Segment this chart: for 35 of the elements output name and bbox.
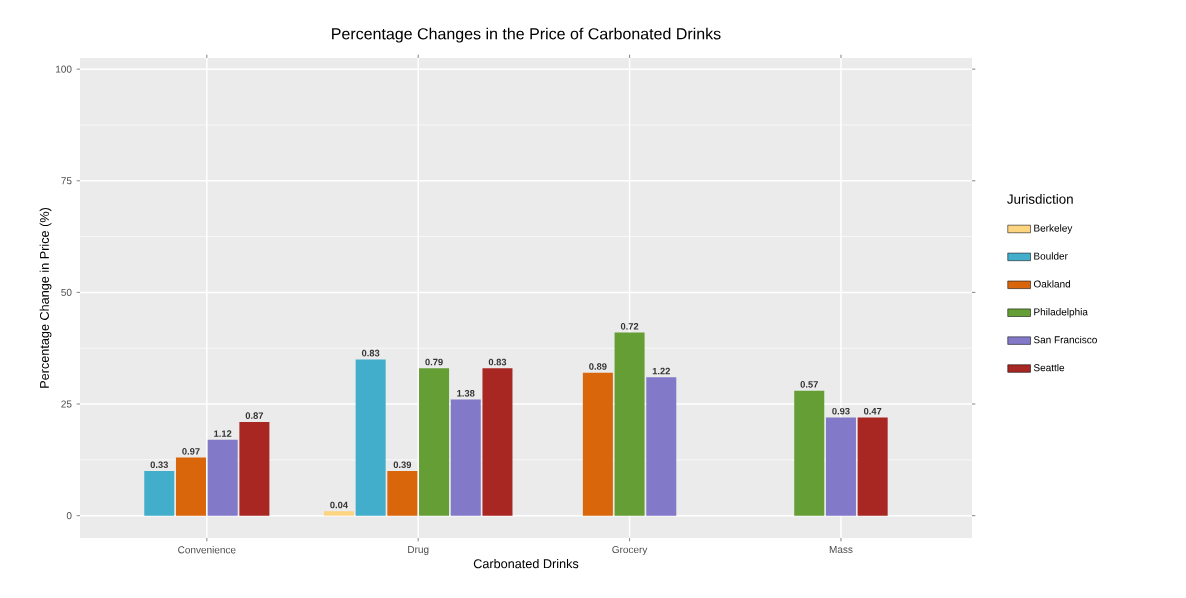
annotation: 0.79 <box>425 358 443 366</box>
annotation: 1.12 <box>214 430 232 437</box>
annotation: 1.22 <box>652 367 670 375</box>
annotation: 0.87 <box>245 412 264 419</box>
legend-title: Jurisdiction <box>1007 194 1073 204</box>
y-tick-label: 100 <box>56 65 72 73</box>
x-axis-title: Carbonated Drinks <box>473 558 579 569</box>
x-tick-label: Grocery <box>612 546 648 556</box>
annotation: 0.93 <box>832 407 850 415</box>
legend-label: Oakland <box>1033 280 1071 288</box>
legend-label: San Francisco <box>1033 336 1097 344</box>
annotation: 0.47 <box>863 407 882 415</box>
x-tick-label: Mass <box>829 546 853 554</box>
legend-label: Berkeley <box>1034 224 1073 234</box>
annotation: 0.89 <box>589 363 607 370</box>
annotation: 0.04 <box>330 501 348 509</box>
x-tick-label: Convenience <box>178 546 236 554</box>
legend-label: Boulder <box>1034 252 1068 260</box>
annotation: 0.72 <box>620 323 639 330</box>
annotation: 0.83 <box>361 349 380 357</box>
chart-title: Percentage Changes in the Price of Carbonated Drinks <box>332 27 721 43</box>
annotation: 0.83 <box>488 358 507 366</box>
annotation: 0.33 <box>150 461 169 469</box>
legend-label: Seattle <box>1033 363 1065 372</box>
y-tick-label: 75 <box>61 177 72 185</box>
annotation: 0.39 <box>393 461 412 469</box>
annotation: 0.97 <box>182 448 200 455</box>
x-tick-label: Drug <box>408 546 429 555</box>
y-axis-title: Percentage Change in Price (%) <box>39 207 52 388</box>
annotation: 1.38 <box>457 390 475 397</box>
y-tick-label: 0 <box>66 512 72 520</box>
y-tick-label: 25 <box>61 400 72 408</box>
legend-label: Philadelphia <box>1034 308 1088 318</box>
y-tick-label: 50 <box>61 288 72 296</box>
annotation: 0.57 <box>800 381 818 388</box>
